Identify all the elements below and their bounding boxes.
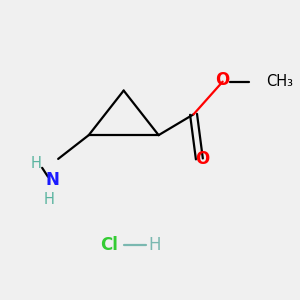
Text: H: H <box>31 156 42 171</box>
Text: Cl: Cl <box>100 236 118 254</box>
Text: O: O <box>215 71 230 89</box>
Text: H: H <box>44 191 55 206</box>
Text: H: H <box>148 236 161 254</box>
Text: N: N <box>45 171 59 189</box>
Text: CH₃: CH₃ <box>266 74 293 89</box>
Text: O: O <box>195 150 209 168</box>
